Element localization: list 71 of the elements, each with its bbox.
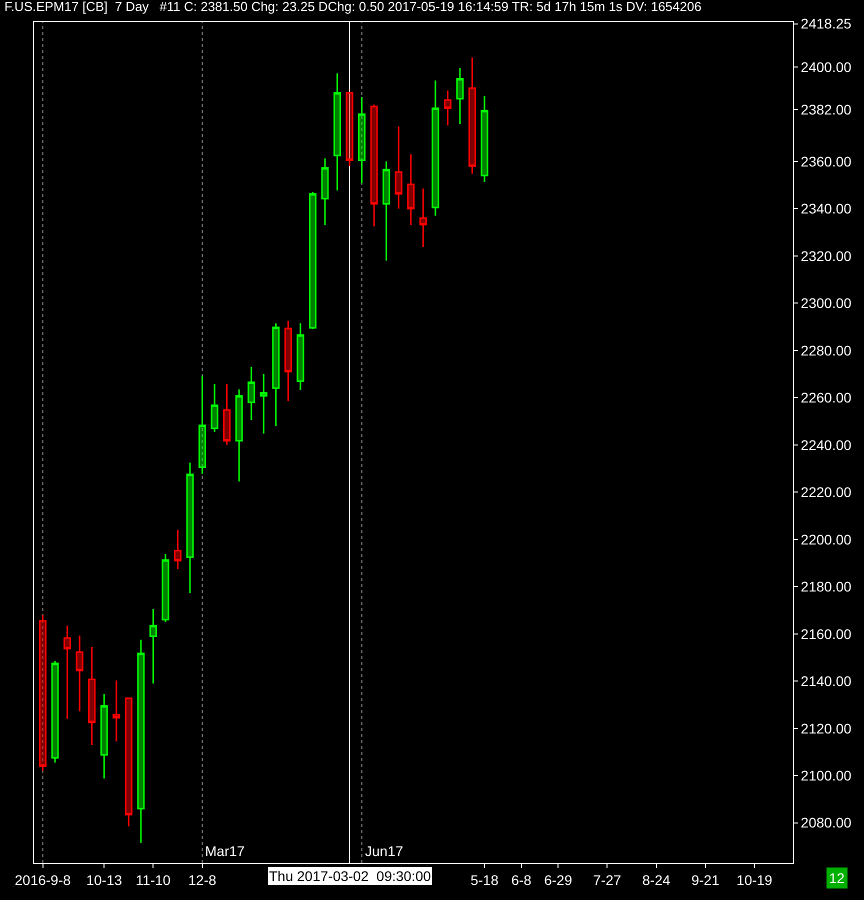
y-tick-label: 2160.00: [800, 626, 852, 642]
candlestick: [346, 90, 354, 167]
x-tick-label: 6-29: [544, 872, 572, 888]
y-tick-label: 2200.00: [800, 531, 852, 548]
y-tick-label: 2300.00: [800, 295, 852, 312]
y-tick-label: 2260.00: [800, 390, 852, 406]
y-tick-label: 2080.00: [800, 814, 852, 831]
candlestick: [468, 56, 476, 175]
x-tick-label: 11-10: [136, 872, 171, 888]
y-tick-label: 2418.25: [800, 16, 852, 32]
candlestick: [272, 322, 280, 427]
y-tick-label: 2340.00: [800, 200, 852, 217]
candlestick: [296, 322, 304, 391]
candlestick: [321, 158, 329, 226]
candlestick: [308, 191, 316, 330]
x-tick-label: 5-18: [470, 872, 499, 888]
candlestick: [407, 154, 415, 226]
candlestick: [480, 95, 488, 183]
x-tick-label: 10-19: [736, 872, 773, 888]
x-tick-label: 10-13: [86, 872, 122, 888]
y-tick-label: 2100.00: [800, 767, 852, 784]
candlestick: [260, 373, 268, 434]
candlestick: [382, 160, 390, 262]
ref-line-label: Jun17: [365, 843, 404, 859]
y-tick-label: 2220.00: [800, 484, 852, 500]
candlestick: [358, 96, 366, 184]
candlestick: [76, 634, 84, 712]
ref-line-label: Mar17: [205, 843, 245, 859]
candlestick: [198, 375, 206, 475]
candlestick: [456, 67, 464, 125]
candlestick: [162, 553, 170, 623]
ref-line-label: Thu 2017-03-02 09:30:00: [269, 868, 432, 884]
x-tick-label: 8-24: [642, 872, 670, 888]
y-tick-label: 2180.00: [800, 578, 852, 594]
candlestick: [284, 320, 292, 402]
candlestick: [112, 680, 120, 742]
y-tick-label: 2120.00: [800, 720, 852, 736]
chart-title: F.US.EPM17 [CB] 7 Day #11 C: 2381.50 Chg: 23.25 DChg: 0.50 2017-05-19 16:14:59 TR: 5d 17h 15m 1s DV: 1654206: [4, 0, 702, 14]
y-tick-label: 2382.00: [800, 101, 852, 118]
x-tick-label: 7-27: [593, 872, 622, 888]
y-tick-label: 2140.00: [800, 673, 852, 689]
candlestick: [100, 693, 108, 780]
y-tick-label: 2360.00: [800, 153, 852, 170]
text: 12: [829, 870, 845, 886]
candlestick: [432, 80, 440, 216]
candlestick: [419, 188, 427, 248]
y-tick-label: 2400.00: [800, 58, 852, 75]
candlestick: [51, 660, 59, 764]
x-tick-label: 12-8: [188, 872, 216, 888]
candlestick: [174, 529, 182, 570]
candlestick: [186, 462, 194, 594]
candlestick: [137, 639, 145, 844]
candlestick: [124, 696, 132, 828]
candlestick: [333, 72, 342, 192]
candlestick: [39, 614, 47, 772]
y-tick-label: 2240.00: [800, 436, 852, 453]
candlestick: [210, 383, 218, 433]
candlestick: [64, 624, 72, 720]
candlestick: [394, 126, 402, 210]
candlestick: [223, 383, 231, 446]
candlestick: [149, 608, 157, 684]
candlestick: [88, 646, 96, 746]
y-tick-label: 2320.00: [800, 248, 852, 264]
x-tick-label: 6-8: [511, 872, 532, 888]
candlestick: [248, 366, 256, 421]
x-tick-label: 9-21: [691, 872, 720, 888]
candlestick: [235, 388, 243, 482]
y-tick-label: 2280.00: [800, 342, 852, 358]
x-tick-label: 2016-9-8: [14, 872, 71, 888]
candlestick: [370, 104, 378, 228]
candlestick: [444, 90, 452, 126]
